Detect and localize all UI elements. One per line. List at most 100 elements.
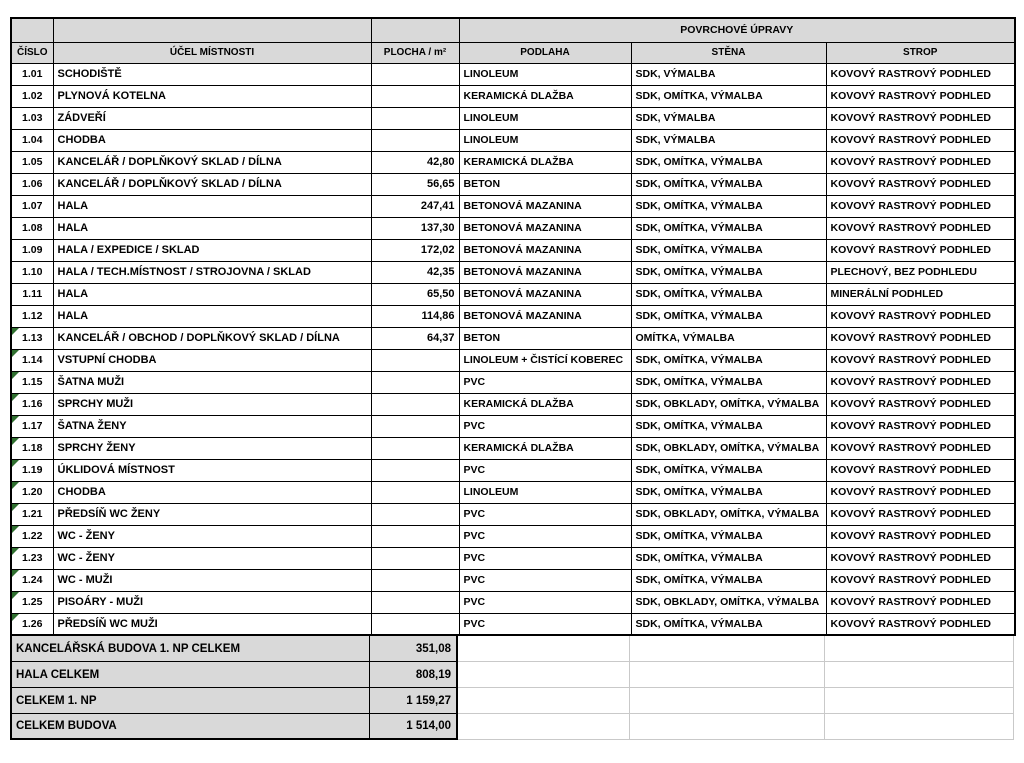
- cell-room-number: 1.17: [10, 414, 54, 438]
- cell-corner-marker-icon: [12, 548, 19, 555]
- cell-area: [370, 480, 460, 504]
- cell-area: 65,50: [370, 282, 460, 306]
- summary-empty-cell: [825, 688, 1014, 714]
- cell-room-purpose: HALA: [52, 194, 372, 218]
- cell-area: [370, 436, 460, 460]
- cell-ceiling-finish: PLECHOVÝ, BEZ PODHLEDU: [825, 260, 1016, 284]
- table-row: 1.21 PŘEDSÍŇ WC ŽENY PVC SDK, OBKLADY, O…: [10, 502, 1016, 526]
- summary-row: CELKEM 1. NP 1 159,27: [10, 688, 1014, 714]
- cell-area: [370, 370, 460, 394]
- cell-corner-marker-icon: [12, 526, 19, 533]
- cell-area: 114,86: [370, 304, 460, 328]
- summary-empty-cell: [630, 636, 825, 662]
- room-number-text: 1.17: [22, 420, 43, 432]
- cell-ceiling-finish: KOVOVÝ RASTROVÝ PODHLED: [825, 348, 1016, 372]
- column-header-podlaha: PODLAHA: [458, 41, 632, 64]
- cell-room-number: 1.23: [10, 546, 54, 570]
- cell-room-purpose: PŘEDSÍŇ WC MUŽI: [52, 612, 372, 636]
- cell-room-purpose: VSTUPNÍ CHODBA: [52, 348, 372, 372]
- cell-wall-finish: SDK, OMÍTKA, VÝMALBA: [630, 84, 827, 108]
- cell-room-number: 1.01: [10, 62, 54, 86]
- summary-empty-cell: [458, 662, 630, 688]
- room-number-text: 1.14: [22, 354, 43, 366]
- cell-wall-finish: SDK, OMÍTKA, VÝMALBA: [630, 260, 827, 284]
- room-number-text: 1.21: [22, 508, 43, 520]
- cell-area: [370, 524, 460, 548]
- summary-total-value: 351,08: [370, 636, 458, 662]
- cell-floor-finish: BETONOVÁ MAZANINA: [458, 282, 632, 306]
- cell-floor-finish: LINOLEUM + ČISTÍCÍ KOBEREC: [458, 348, 632, 372]
- cell-wall-finish: SDK, OMÍTKA, VÝMALBA: [630, 238, 827, 262]
- table-row: 1.08 HALA 137,30 BETONOVÁ MAZANINA SDK, …: [10, 216, 1016, 240]
- header-blank-ucel: [52, 17, 372, 43]
- cell-area: [370, 414, 460, 438]
- cell-wall-finish: SDK, OMÍTKA, VÝMALBA: [630, 524, 827, 548]
- cell-room-number: 1.22: [10, 524, 54, 548]
- summary-section: KANCELÁŘSKÁ BUDOVA 1. NP CELKEM 351,08 H…: [10, 636, 1014, 740]
- cell-corner-marker-icon: [12, 416, 19, 423]
- header-group-row: POVRCHOVÉ ÚPRAVY: [10, 17, 1016, 43]
- cell-area: [370, 348, 460, 372]
- cell-area: [370, 106, 460, 130]
- table-row: 1.11 HALA 65,50 BETONOVÁ MAZANINA SDK, O…: [10, 282, 1016, 306]
- table-row: 1.15 ŠATNA MUŽI PVC SDK, OMÍTKA, VÝMALBA…: [10, 370, 1016, 394]
- cell-wall-finish: SDK, OMÍTKA, VÝMALBA: [630, 304, 827, 328]
- cell-room-purpose: KANCELÁŘ / OBCHOD / DOPLŇKOVÝ SKLAD / DÍ…: [52, 326, 372, 350]
- cell-floor-finish: PVC: [458, 370, 632, 394]
- cell-corner-marker-icon: [12, 350, 19, 357]
- cell-room-purpose: CHODBA: [52, 128, 372, 152]
- cell-wall-finish: SDK, OMÍTKA, VÝMALBA: [630, 194, 827, 218]
- cell-ceiling-finish: KOVOVÝ RASTROVÝ PODHLED: [825, 502, 1016, 526]
- cell-ceiling-finish: KOVOVÝ RASTROVÝ PODHLED: [825, 392, 1016, 416]
- room-number-text: 1.13: [22, 332, 43, 344]
- table-row: 1.25 PISOÁRY - MUŽI PVC SDK, OBKLADY, OM…: [10, 590, 1016, 614]
- document-page: POVRCHOVÉ ÚPRAVY ČÍSLO ÚČEL MÍSTNOSTI PL…: [10, 17, 1017, 740]
- cell-room-purpose: SPRCHY MUŽI: [52, 392, 372, 416]
- room-number-text: 1.26: [22, 617, 43, 630]
- cell-room-purpose: SCHODIŠTĚ: [52, 62, 372, 86]
- cell-room-number: 1.13: [10, 326, 54, 350]
- cell-ceiling-finish: KOVOVÝ RASTROVÝ PODHLED: [825, 216, 1016, 240]
- cell-wall-finish: SDK, OMÍTKA, VÝMALBA: [630, 370, 827, 394]
- cell-floor-finish: PVC: [458, 502, 632, 526]
- room-number-text: 1.09: [22, 244, 43, 256]
- cell-ceiling-finish: KOVOVÝ RASTROVÝ PODHLED: [825, 326, 1016, 350]
- table-row: 1.03 ZÁDVEŘÍ LINOLEUM SDK, VÝMALBA KOVOV…: [10, 106, 1016, 130]
- cell-ceiling-finish: KOVOVÝ RASTROVÝ PODHLED: [825, 172, 1016, 196]
- cell-room-purpose: HALA / TECH.MÍSTNOST / STROJOVNA / SKLAD: [52, 260, 372, 284]
- cell-area: [370, 502, 460, 526]
- cell-room-number: 1.07: [10, 194, 54, 218]
- cell-floor-finish: PVC: [458, 546, 632, 570]
- table-row: 1.16 SPRCHY MUŽI KERAMICKÁ DLAŽBA SDK, O…: [10, 392, 1016, 416]
- cell-floor-finish: KERAMICKÁ DLAŽBA: [458, 150, 632, 174]
- column-header-cislo: ČÍSLO: [10, 41, 54, 64]
- cell-room-number: 1.11: [10, 282, 54, 306]
- cell-ceiling-finish: KOVOVÝ RASTROVÝ PODHLED: [825, 238, 1016, 262]
- cell-room-purpose: ŠATNA MUŽI: [52, 370, 372, 394]
- table-row: 1.19 ÚKLIDOVÁ MÍSTNOST PVC SDK, OMÍTKA, …: [10, 458, 1016, 482]
- column-header-strop: STROP: [825, 41, 1016, 64]
- cell-room-purpose: ZÁDVEŘÍ: [52, 106, 372, 130]
- cell-floor-finish: LINOLEUM: [458, 106, 632, 130]
- cell-room-purpose: WC - ŽENY: [52, 546, 372, 570]
- summary-empty-cell: [458, 714, 630, 740]
- cell-ceiling-finish: MINERÁLNÍ PODHLED: [825, 282, 1016, 306]
- rows-body: 1.01 SCHODIŠTĚ LINOLEUM SDK, VÝMALBA KOV…: [10, 62, 1016, 636]
- cell-area: [370, 458, 460, 482]
- cell-room-purpose: PŘEDSÍŇ WC ŽENY: [52, 502, 372, 526]
- room-number-text: 1.06: [22, 178, 43, 190]
- table-row: 1.06 KANCELÁŘ / DOPLŇKOVÝ SKLAD / DÍLNA …: [10, 172, 1016, 196]
- header-blank-plocha: [370, 17, 460, 43]
- cell-room-number: 1.19: [10, 458, 54, 482]
- cell-wall-finish: SDK, VÝMALBA: [630, 62, 827, 86]
- cell-area: [370, 392, 460, 416]
- cell-ceiling-finish: KOVOVÝ RASTROVÝ PODHLED: [825, 546, 1016, 570]
- cell-room-number: 1.05: [10, 150, 54, 174]
- cell-room-purpose: HALA: [52, 216, 372, 240]
- room-number-text: 1.16: [22, 398, 43, 410]
- cell-wall-finish: SDK, OMÍTKA, VÝMALBA: [630, 172, 827, 196]
- cell-corner-marker-icon: [12, 394, 19, 401]
- summary-label: CELKEM BUDOVA: [10, 714, 370, 740]
- cell-floor-finish: BETONOVÁ MAZANINA: [458, 260, 632, 284]
- cell-wall-finish: SDK, OBKLADY, OMÍTKA, VÝMALBA: [630, 502, 827, 526]
